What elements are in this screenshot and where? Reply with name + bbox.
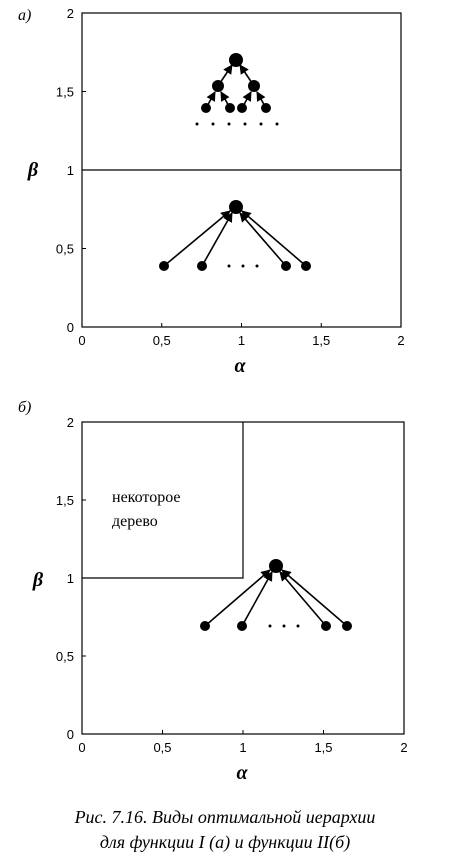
x-tick-label: 0,5 (153, 333, 171, 348)
annotation: дерево (112, 513, 158, 530)
y-tick-label: 1 (67, 571, 74, 586)
y-axis-label: β (32, 569, 44, 591)
x-tick-label: 1 (238, 333, 245, 348)
y-tick-label: 1,5 (56, 493, 74, 508)
panel-label: б) (18, 399, 31, 416)
x-tick-label: 1 (239, 740, 246, 755)
x-axis-label: α (236, 762, 248, 784)
x-tick-label: 0 (78, 740, 85, 755)
y-tick-label: 0 (67, 727, 74, 742)
y-tick-label: 1,5 (56, 85, 74, 100)
x-tick-label: 2 (400, 740, 407, 755)
x-axis-label: α (234, 355, 246, 377)
x-tick-label: 0,5 (153, 740, 171, 755)
y-tick-label: 0,5 (56, 242, 74, 257)
y-tick-label: 2 (67, 6, 74, 21)
y-tick-label: 0 (67, 320, 74, 335)
annotation: некоторое (112, 489, 181, 506)
y-tick-label: 0,5 (56, 649, 74, 664)
y-tick-label: 1 (67, 163, 74, 178)
x-tick-label: 2 (397, 333, 404, 348)
lower-tree (159, 200, 311, 271)
caption: Рис. 7.16. Виды оптимальной иерархии (74, 807, 376, 827)
y-tick-label: 2 (67, 415, 74, 430)
x-tick-label: 1,5 (314, 740, 332, 755)
x-tick-label: 1,5 (312, 333, 330, 348)
panel-label: а) (18, 7, 31, 24)
y-axis-label: β (27, 159, 39, 181)
upper-tree (195, 53, 279, 126)
caption: для функции I (а) и функции II(б) (100, 832, 350, 853)
region-boundary (82, 422, 244, 579)
x-tick-label: 0 (78, 333, 85, 348)
tree (200, 559, 352, 631)
